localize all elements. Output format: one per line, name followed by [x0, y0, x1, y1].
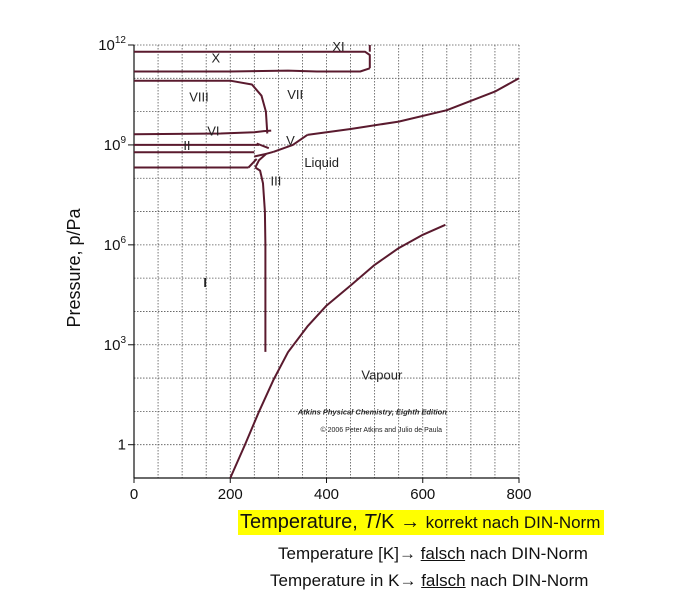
x-tick-label: 800: [506, 486, 531, 503]
phase-boundary-3: [254, 150, 274, 168]
region-label: VII: [287, 87, 303, 102]
note-wrong-in-prefix: Temperature in K→: [270, 571, 422, 590]
note-correct-text: Temperature,: [240, 511, 364, 533]
x-tick-label: 0: [130, 486, 138, 503]
x-tick-label: 600: [410, 486, 435, 503]
phase-boundaries: [133, 45, 520, 479]
note-correct-unit: /K →: [375, 511, 426, 533]
phase-boundary-4: [273, 134, 308, 153]
phase-boundary-12: [133, 129, 272, 136]
y-tick-label: 103: [104, 335, 127, 354]
phase-boundary-13: [134, 79, 269, 134]
note-correct-symbol: T: [363, 511, 376, 533]
y-axis-label: Pressure, p/Pa: [64, 207, 84, 327]
phase-boundary-11: [247, 158, 258, 169]
region-label: VI: [207, 124, 219, 139]
region-label: VIII: [189, 90, 209, 105]
phase-boundary-10: [254, 152, 267, 158]
phase-boundary-1: [229, 223, 446, 479]
y-tick-label: 1012: [98, 35, 126, 54]
note-wrong-brackets: Temperature [K]→ falsch nach DIN-Norm: [278, 544, 588, 564]
credit-text: Atkins Physical Chemistry, Eighth Editio…: [297, 408, 447, 417]
phase-boundary-5: [307, 77, 520, 136]
phase-boundary-15: [134, 67, 371, 73]
note-wrong-in-suffix: nach DIN-Norm: [465, 571, 589, 590]
axes: 0 200 400 600 800 1 103 106 109 1012: [98, 35, 531, 503]
phase-boundary-14: [134, 50, 371, 69]
region-label: II: [183, 138, 190, 153]
note-wrong-in-word: falsch: [421, 571, 466, 590]
note-wrong-brackets-prefix: Temperature [K]→: [278, 544, 421, 563]
y-tick-label: 1: [118, 437, 126, 454]
note-wrong-brackets-suffix: nach DIN-Norm: [465, 544, 588, 563]
phase-boundary-9: [256, 142, 270, 150]
phase-boundary-2: [254, 166, 267, 352]
note-correct-suffix: korrekt nach DIN-Norm: [425, 513, 601, 532]
region-label: I: [203, 275, 207, 290]
region-label: V: [286, 133, 295, 148]
region-label: Liquid: [304, 155, 339, 170]
x-tick-label: 200: [218, 486, 243, 503]
region-label: Vapour: [361, 368, 403, 383]
y-tick-label: 106: [104, 235, 127, 254]
note-wrong-in: Temperature in K→ falsch nach DIN-Norm: [270, 571, 588, 591]
credit-text: © 2006 Peter Atkins and Julio de Paula: [320, 426, 442, 434]
region-label: XI: [332, 39, 344, 54]
region-label: III: [271, 174, 282, 189]
x-tick-label: 400: [314, 486, 339, 503]
note-wrong-brackets-word: falsch: [420, 544, 466, 563]
note-correct: Temperature, T/K → korrekt nach DIN-Norm: [238, 510, 605, 535]
y-tick-label: 109: [104, 135, 127, 154]
region-label: X: [211, 50, 220, 65]
